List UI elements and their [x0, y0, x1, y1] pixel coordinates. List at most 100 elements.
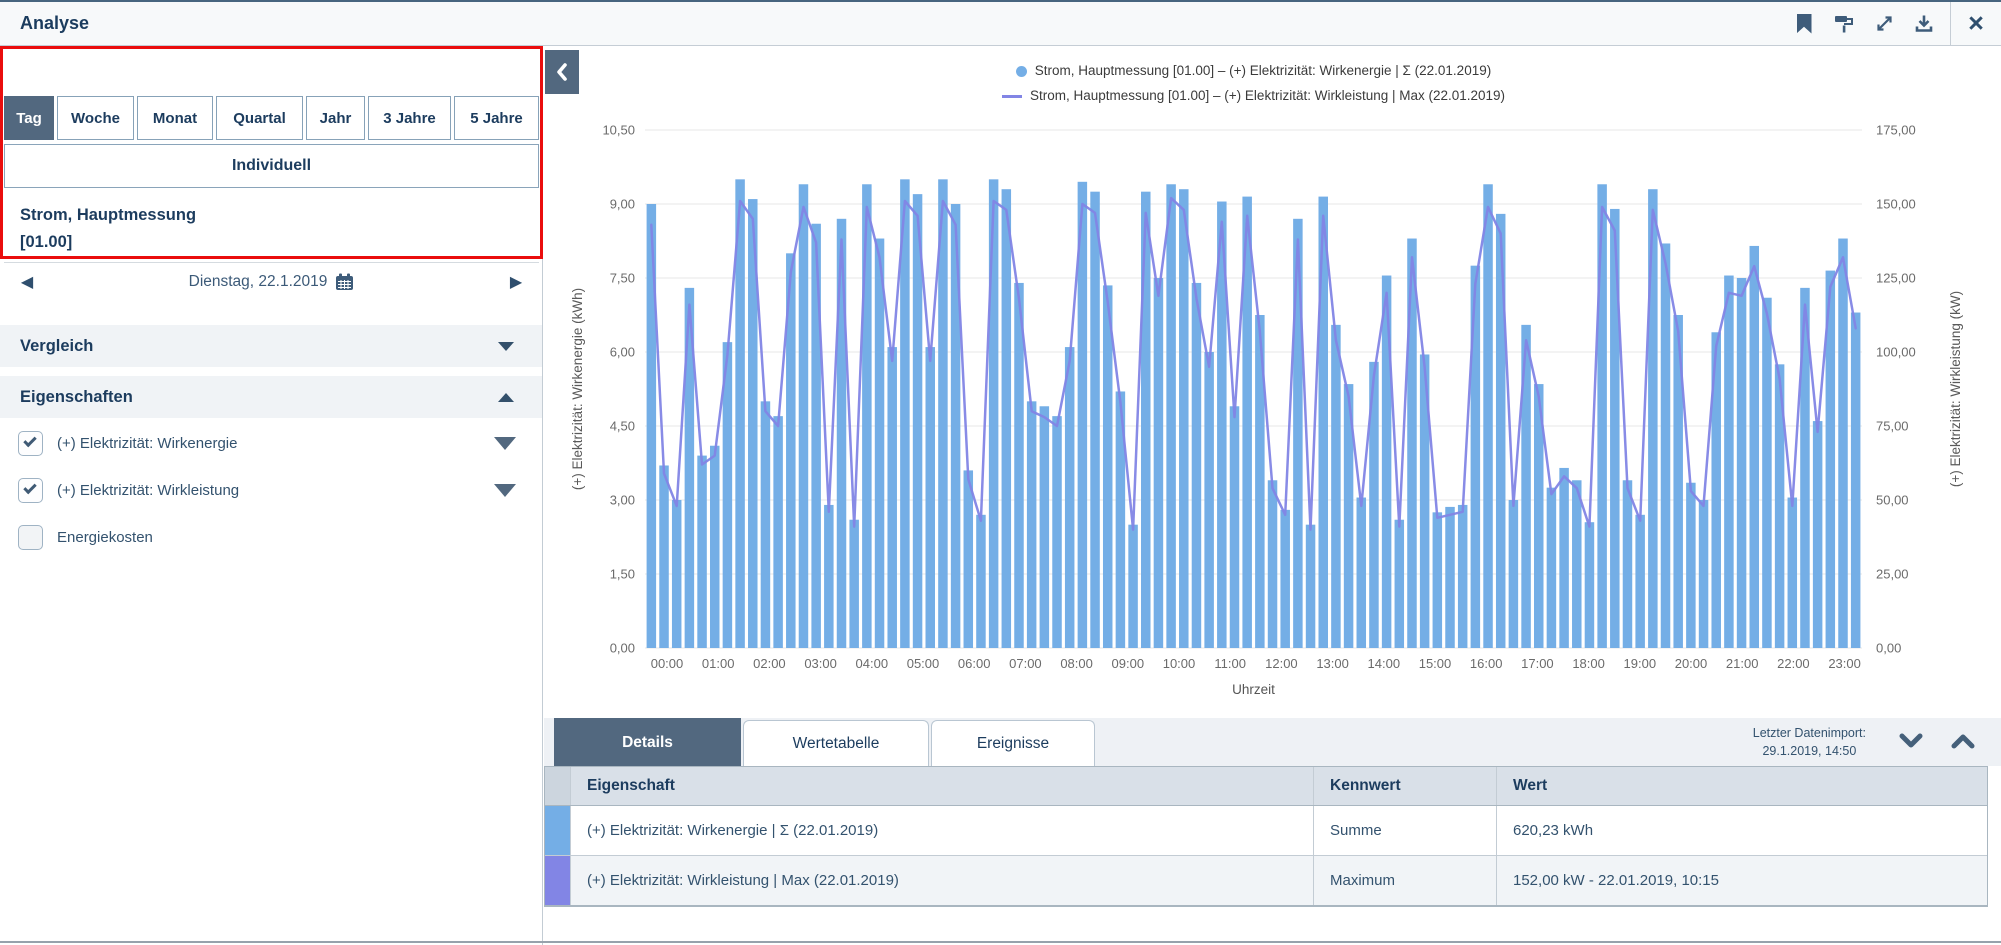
cell-wert: 152,00 kW - 22.01.2019, 10:15 [1513, 872, 1719, 889]
chart-bar [1635, 514, 1645, 648]
chart-bar [1280, 509, 1290, 648]
chart-bar [1166, 184, 1176, 648]
tab-wertetabelle[interactable]: Wertetabelle [743, 720, 929, 766]
chart-bar [1724, 275, 1734, 648]
period-tab-jahr[interactable]: Jahr [306, 96, 365, 140]
tab-details[interactable]: Details [554, 718, 741, 766]
checkbox-unchecked[interactable] [18, 525, 43, 550]
x-tick-label: 02:00 [753, 656, 786, 671]
y-left-tick-label: 3,00 [610, 493, 635, 508]
y-right-tick-label: 0,00 [1876, 641, 1901, 656]
page-title: Analyse [20, 13, 90, 33]
panel-chevron-down-icon[interactable] [1897, 732, 1925, 755]
vergleich-section-header[interactable]: Vergleich [0, 325, 542, 367]
next-day-button[interactable]: ▶ [509, 273, 523, 291]
chart-bar [1001, 189, 1012, 648]
period-tab-woche[interactable]: Woche [57, 96, 134, 140]
bookmark-icon[interactable] [1784, 2, 1824, 46]
chart-bar [1141, 191, 1151, 649]
chart-bar [1711, 332, 1721, 648]
chart-bar [1736, 278, 1747, 648]
eigenschaften-label: Eigenschaften [20, 387, 133, 406]
x-tick-label: 18:00 [1572, 656, 1605, 671]
period-tab-5-jahre[interactable]: 5 Jahre [454, 96, 539, 140]
details-tabs: Details Wertetabelle Ereignisse [554, 718, 1095, 766]
chart-bar [1369, 361, 1379, 648]
chart-bar [1204, 352, 1214, 648]
individuell-button[interactable]: Individuell [4, 144, 539, 188]
window-bottom-border [0, 941, 2001, 943]
previous-day-button[interactable]: ◀ [20, 273, 34, 291]
chart-bar [760, 401, 771, 648]
y-left-tick-label: 6,00 [610, 345, 635, 360]
chart-bar [1229, 406, 1240, 648]
x-tick-label: 04:00 [856, 656, 889, 671]
period-tab-quartal[interactable]: Quartal [216, 96, 303, 140]
chart-bar [1838, 238, 1848, 648]
chart-bar [1774, 364, 1785, 648]
date-picker[interactable]: Dienstag, 22.1.2019 [50, 273, 493, 291]
swatch-column-header [545, 767, 571, 805]
legend-item-wirkleistung: Strom, Hauptmessung [01.00] – (+) Elektr… [1001, 85, 1505, 107]
property-row: Energiekosten [0, 514, 542, 561]
panel-chevron-up-icon[interactable] [1949, 732, 1977, 755]
chart-bar [1812, 421, 1823, 648]
chart-bar [1673, 315, 1683, 648]
chart-bar [1102, 285, 1113, 648]
chart-bar [773, 416, 783, 648]
chart-bar [1293, 218, 1303, 649]
property-dropdown-icon[interactable] [494, 484, 516, 497]
x-tick-label: 20:00 [1675, 656, 1708, 671]
chart-bar [1597, 184, 1607, 648]
chart-bar [912, 194, 923, 648]
tab-ereignisse[interactable]: Ereignisse [931, 720, 1095, 766]
table-row: (+) Elektrizität: Wirkenergie | Σ (22.01… [545, 806, 1987, 856]
period-tab-monat[interactable]: Monat [137, 96, 213, 140]
cell-kennwert: Maximum [1314, 856, 1497, 905]
chart-bar [1483, 184, 1493, 648]
chart-bar [1648, 189, 1658, 648]
chart-bar [1014, 282, 1024, 648]
paint-roller-icon[interactable] [1824, 2, 1864, 46]
chart-bar [1850, 312, 1861, 648]
chart-bar [1622, 480, 1633, 648]
period-tab-tag[interactable]: Tag [4, 96, 54, 140]
download-icon[interactable] [1904, 2, 1944, 46]
legend-item-wirkenergie: Strom, Hauptmessung [01.00] – (+) Elektr… [1015, 60, 1491, 82]
checkbox-checked[interactable] [18, 431, 43, 456]
eigenschaften-section-header[interactable]: Eigenschaften [0, 376, 542, 418]
x-tick-label: 21:00 [1726, 656, 1759, 671]
bar-line-chart: 0,00 0,00 1,50 25,00 3,00 50,00 4,50 75,00 6,00 1… [570, 123, 1963, 698]
checkbox-checked[interactable] [18, 478, 43, 503]
chart-bar [786, 253, 796, 648]
y-right-tick-label: 50,00 [1876, 493, 1909, 508]
property-label: Energiekosten [57, 529, 153, 546]
chart-bar [1445, 506, 1455, 648]
chart-bar [1534, 384, 1544, 648]
chart-bar [1128, 524, 1138, 648]
chart-bar [963, 470, 974, 648]
chart-bar [1394, 519, 1405, 648]
y-right-tick-label: 125,00 [1876, 271, 1916, 286]
chart-bar [1495, 213, 1506, 648]
title-bar: Analyse × [0, 1, 2001, 46]
chart-bar [735, 179, 745, 648]
chart-bar [1077, 181, 1088, 649]
chart-bar [938, 179, 948, 648]
legend-dot-icon [1015, 65, 1027, 77]
expand-icon[interactable] [1864, 2, 1904, 46]
chart-bar [1381, 275, 1392, 648]
chart-bar [1217, 201, 1227, 648]
chart-bar [874, 238, 885, 648]
close-icon[interactable]: × [1968, 8, 1984, 38]
property-label: (+) Elektrizität: Wirkenergie [57, 435, 238, 452]
table-row: (+) Elektrizität: Wirkleistung | Max (22… [545, 856, 1987, 906]
table-header-row: Eigenschaft Kennwert Wert [545, 767, 1987, 806]
period-tab-3-jahre[interactable]: 3 Jahre [368, 96, 451, 140]
y-left-tick-label: 9,00 [610, 197, 635, 212]
collapse-sidebar-button[interactable] [545, 50, 579, 94]
chart-bar [1052, 416, 1062, 648]
property-dropdown-icon[interactable] [494, 437, 516, 450]
chart-bar [671, 500, 682, 648]
x-tick-label: 05:00 [907, 656, 940, 671]
